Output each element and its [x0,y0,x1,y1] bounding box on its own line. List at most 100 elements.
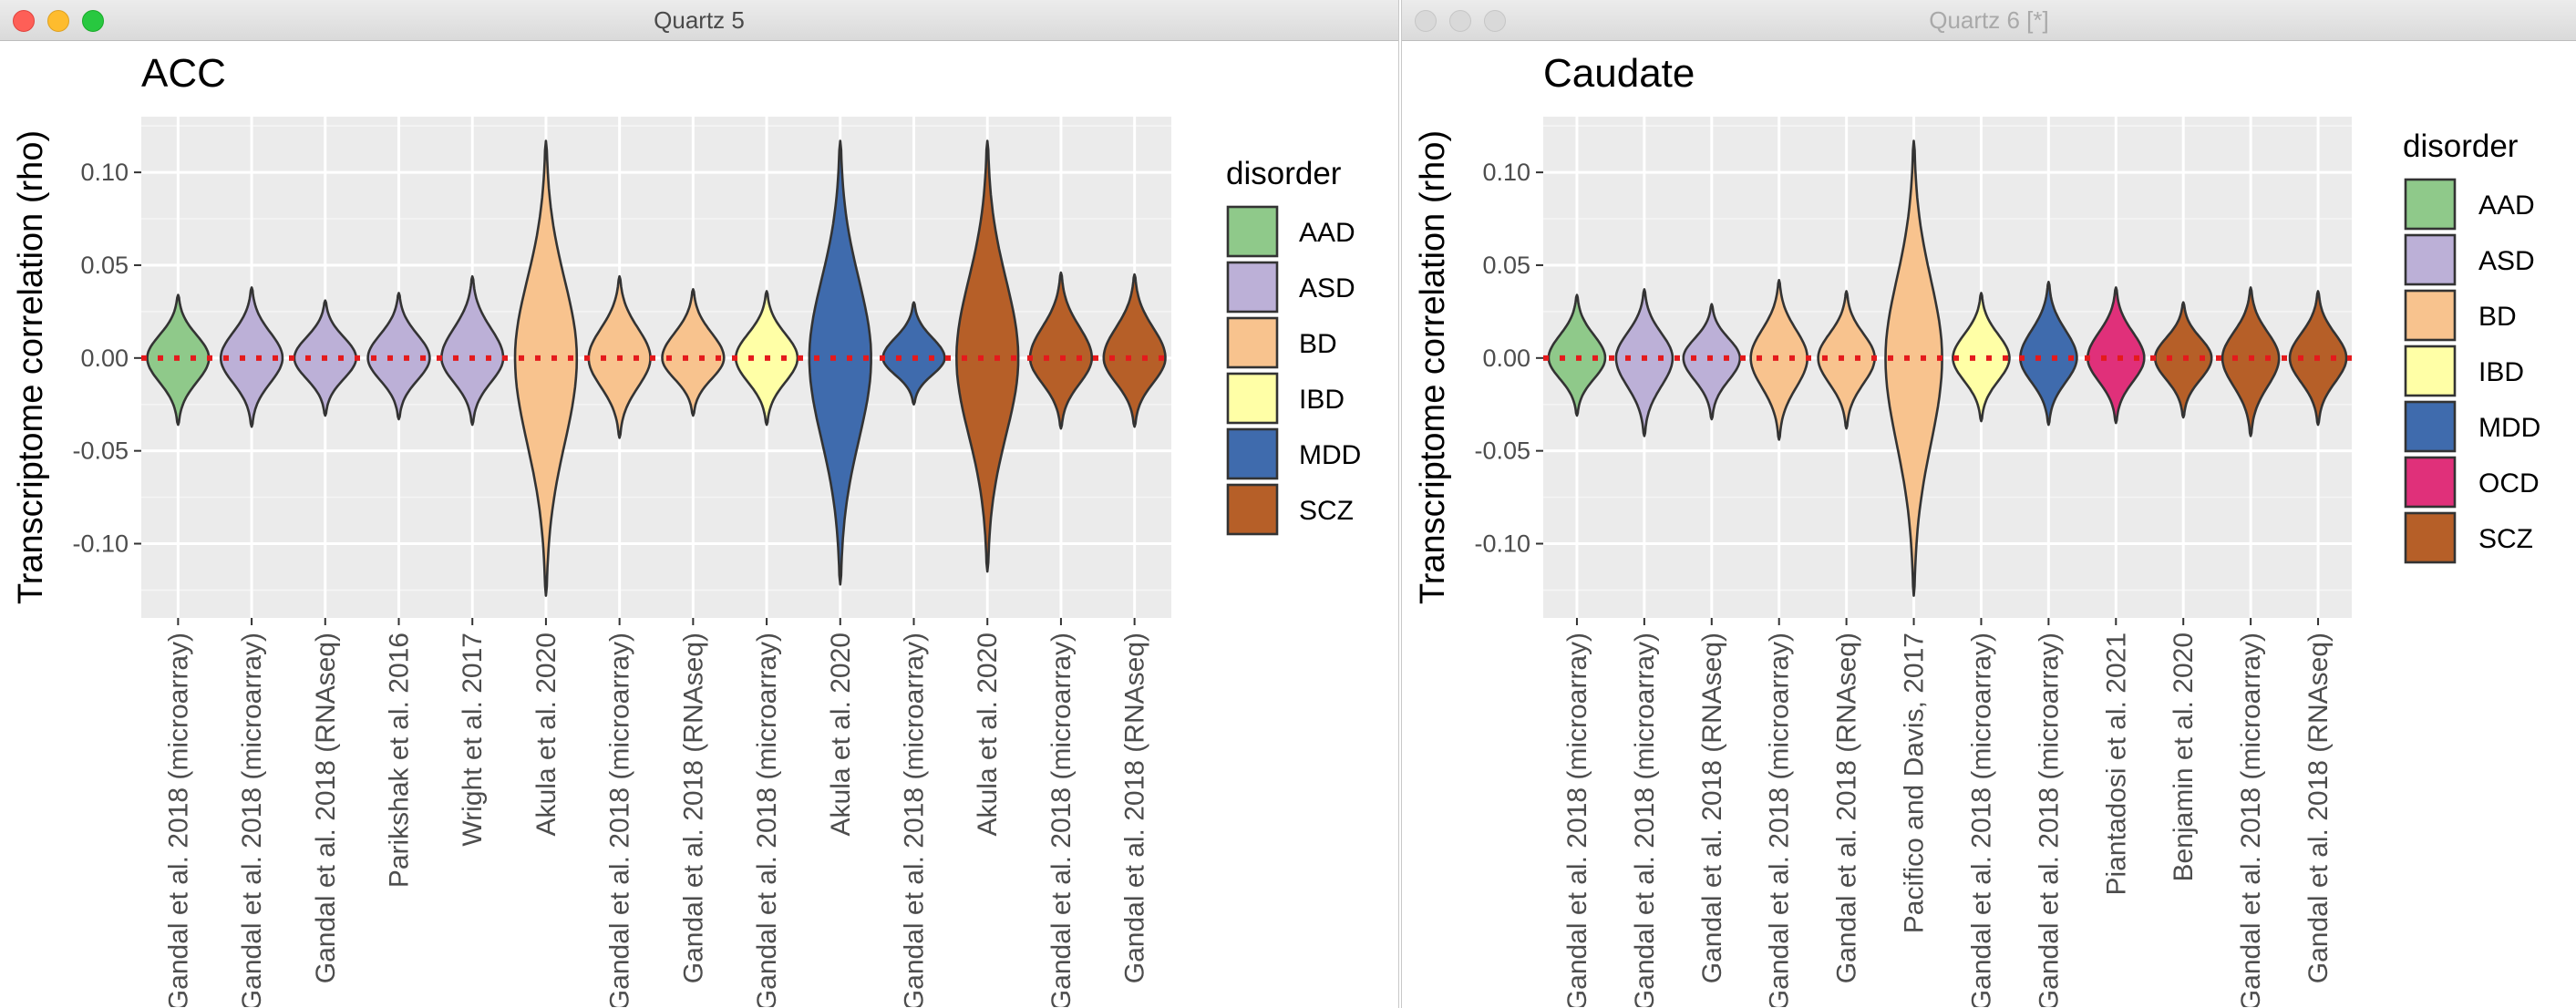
x-tick-label: Akula et al. 2020 [973,633,1003,837]
violin-ocd [2086,286,2146,425]
y-tick-label: 0.00 [80,345,129,372]
legend-swatch-mdd [2404,400,2457,453]
violin-bd [1817,290,1876,430]
violin-bd [1884,139,1943,597]
y-tick-label: -0.10 [1474,530,1530,558]
y-tick-label: -0.05 [72,437,129,465]
violin-ibd [1952,292,2011,423]
legend-swatch-aad [2404,178,2457,231]
x-tick-label: Piantadosi et al. 2021 [2101,633,2131,896]
violin-asd [1614,288,1674,437]
y-axis-title: Transcriptome correlation (rho) [1414,130,1452,604]
chart-title: Caudate [1543,51,1695,96]
violin-asd [440,274,505,427]
x-tick-label: Gandal et al. 2018 (microarray) [1562,633,1592,1007]
legend-label-ibd: IBD [2478,357,2524,387]
legend-swatch-asd [1226,261,1279,314]
x-tick-label: Gandal et al. 2018 (microarray) [2236,633,2266,1007]
legend-swatch-asd [2404,233,2457,286]
x-tick-label: Gandal et al. 2018 (RNAseq) [1832,633,1862,983]
y-tick-label: -0.10 [72,530,129,558]
violin-plot-acc: ACC 0.10 0.05 0.00 -0.05 -0.10 Gandal et al. 2… [12,51,1361,1007]
x-tick-label: Gandal et al. 2018 (microarray) [900,633,930,1007]
legend-label-ibd: IBD [1299,385,1345,415]
x-tick-label: Pacifico and Davis, 2017 [1900,633,1930,933]
zoom-window-button[interactable] [82,10,104,32]
legend-swatch-mdd [1226,427,1279,480]
violin-mdd [2019,281,2078,427]
window-controls [1415,10,1506,32]
legend-label-aad: AAD [2478,190,2535,221]
x-tick-label: Gandal et al. 2018 (RNAseq) [1697,633,1727,983]
legend-label-bd: BD [2478,302,2517,332]
legend-label-scz: SCZ [1299,496,1354,526]
x-tick-label: Gandal et al. 2018 (RNAseq) [678,633,708,983]
legend-label-scz: SCZ [2478,524,2533,554]
violin-scz [1102,273,1167,428]
window-controls [13,10,104,32]
legend-label-asd: ASD [2478,246,2535,276]
x-tick-label: Gandal et al. 2018 (microarray) [752,633,782,1007]
legend-swatch-ibd [1226,372,1279,425]
x-tick-label: Gandal et al. 2018 (microarray) [1046,633,1077,1007]
close-window-button[interactable] [13,10,35,32]
legend-title: disorder [2403,129,2519,164]
violin-asd [1682,303,1742,421]
x-tick-label: Akula et al. 2020 [826,633,856,837]
violin-scz [955,139,1020,573]
legend-label-aad: AAD [1299,218,1355,248]
legend-swatch-bd [1226,316,1279,369]
x-tick-label: Gandal et al. 2018 (microarray) [605,633,635,1007]
y-axis-title: Transcriptome correlation (rho) [12,130,50,604]
x-tick-label: Wright et al. 2017 [458,633,488,847]
chart-title: ACC [141,51,226,96]
violin-asd [219,286,284,428]
x-tick-label: Gandal et al. 2018 (microarray) [1630,633,1660,1007]
minimize-window-button[interactable] [47,10,69,32]
violin-asd [366,292,431,421]
quartz-window-left: Quartz 5 ACC 0.10 0.05 0.00 -0.05 -0.10 Gandal… [0,0,1399,1008]
legend-swatch-aad [1226,205,1279,258]
title-bar[interactable]: Quartz 6 [*] [1402,0,2576,41]
x-tick-label: Gandal et al. 2018 (microarray) [163,633,193,1007]
y-tick-label: 0.05 [80,252,129,279]
legend-swatch-ibd [2404,345,2457,397]
zoom-window-button[interactable] [1484,10,1506,32]
legend-swatch-bd [2404,289,2457,342]
y-tick-label: -0.05 [1474,437,1530,465]
violin-bd [513,139,579,597]
legend-label-bd: BD [1299,329,1337,359]
title-bar[interactable]: Quartz 5 [0,0,1398,41]
violin-aad [1547,293,1607,417]
violin-scz [1028,271,1094,430]
x-tick-label: Benjamin et al. 2020 [2169,633,2199,882]
x-tick-label: Gandal et al. 2018 (microarray) [2034,633,2064,1007]
legend-label-asd: ASD [1299,273,1355,303]
legend-swatch-scz [1226,483,1279,536]
plot-panel [1543,117,2352,618]
legend-swatch-ocd [2404,456,2457,509]
y-tick-label: 0.10 [1482,159,1530,186]
legend-swatch-scz [2404,511,2457,564]
x-tick-label: Gandal et al. 2018 (microarray) [1966,633,1996,1007]
violin-plot-caudate: Caudate 0.10 0.05 0.00 -0.05 -0.10 Gandal et a… [1414,51,2540,1007]
x-tick-label: Parikshak et al. 2016 [385,633,415,888]
x-tick-label: Gandal et al. 2018 (RNAseq) [311,633,341,983]
violin-bd [1749,279,1808,441]
quartz-window-right: Quartz 6 [*] Caudate 0.10 0.05 0.00 -0.05 -0.… [1401,0,2576,1008]
x-tick-label: Gandal et al. 2018 (RNAseq) [1120,633,1150,983]
y-tick-label: 0.00 [1482,345,1530,372]
x-tick-label: Gandal et al. 2018 (RNAseq) [2303,633,2334,983]
window-title: Quartz 6 [*] [1929,6,2049,34]
minimize-window-button[interactable] [1449,10,1471,32]
legend-label-mdd: MDD [1299,440,1361,470]
violin-bd [661,288,726,417]
legend-label-ocd: OCD [2478,468,2540,499]
violin-scz [2221,286,2281,437]
y-tick-label: 0.05 [1482,252,1530,279]
violin-mdd [881,301,946,406]
violin-mdd [808,139,872,586]
close-window-button[interactable] [1415,10,1437,32]
x-tick-label: Akula et al. 2020 [531,633,562,837]
legend-title: disorder [1226,156,1342,191]
